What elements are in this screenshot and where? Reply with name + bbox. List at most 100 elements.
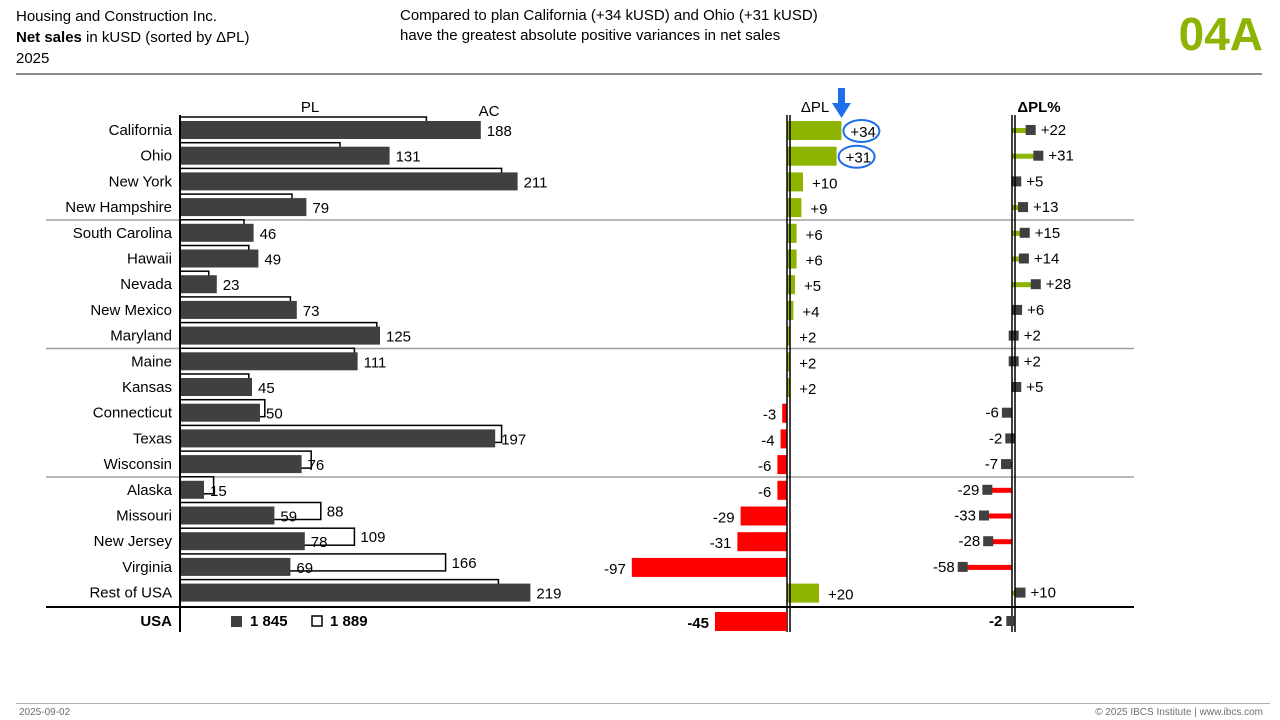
category-label: California — [109, 122, 173, 139]
pct-marker — [1025, 125, 1036, 135]
actual-value-label: 15 — [210, 483, 227, 500]
measure-line: Net sales in kUSD (sorted by ΔPL) — [16, 27, 249, 48]
pct-marker — [1015, 587, 1026, 598]
pct-marker — [983, 536, 994, 547]
pct-marker — [1008, 356, 1019, 367]
pct-value-label: +5 — [1026, 173, 1043, 190]
actual-value-label: 50 — [266, 406, 283, 423]
delta-bar — [777, 455, 787, 475]
chart-message: Compared to plan California (+34 kUSD) a… — [400, 6, 818, 46]
delta-bar — [780, 429, 787, 449]
column-header-dpl: ΔPL — [801, 99, 829, 116]
delta-value-label: -6 — [758, 484, 771, 501]
actual-bar — [180, 429, 496, 448]
actual-value-label: 219 — [536, 586, 561, 603]
pct-value-label: +31 — [1048, 148, 1073, 165]
measure-unit: in kUSD (sorted by ΔPL) — [81, 29, 250, 46]
delta-value-label: +6 — [806, 253, 823, 270]
category-label: New Hampshire — [65, 199, 172, 216]
pct-marker — [1012, 304, 1023, 315]
delta-bar — [787, 378, 791, 397]
footer-rule — [16, 703, 1270, 704]
highlight-arrow-head — [832, 103, 851, 118]
actual-bar — [180, 403, 260, 422]
category-label: New Jersey — [94, 533, 173, 550]
actual-value-label: 131 — [396, 149, 421, 166]
pct-value-label: -6 — [986, 405, 999, 422]
pct-marker — [1001, 407, 1012, 418]
actual-bar — [180, 557, 291, 576]
actual-value-label: 69 — [296, 560, 313, 577]
actual-value-label: 49 — [264, 252, 281, 269]
pct-pin — [1012, 153, 1039, 159]
pct-pin — [1012, 205, 1024, 211]
actual-bar — [180, 146, 390, 165]
actual-value-label: 125 — [386, 329, 411, 346]
delta-bar — [787, 352, 791, 372]
delta-value-label: +5 — [804, 278, 821, 295]
actual-bar — [180, 378, 252, 396]
pct-value-label: -28 — [959, 533, 981, 550]
actual-value-label: 111 — [364, 354, 387, 371]
actual-bar — [180, 300, 297, 319]
actual-bar — [180, 249, 259, 268]
pct-value-label: +14 — [1034, 251, 1059, 268]
delta-value-label: +31 — [846, 150, 871, 167]
actual-bar — [180, 198, 307, 217]
delta-value-label: +4 — [802, 304, 819, 321]
pct-pin — [962, 564, 1012, 570]
category-label: Alaska — [127, 482, 173, 499]
delta-bar — [787, 121, 842, 140]
plan-value-label: 88 — [327, 504, 344, 521]
pct-marker — [1018, 253, 1029, 264]
delta-value-label: +20 — [828, 587, 853, 604]
actual-value-label: 59 — [280, 509, 297, 526]
delta-value-label: -31 — [710, 535, 732, 552]
variance-chart: PL AC ΔPL ΔPL% California 188 +34 +22 Ohio 131 +31… — [46, 88, 1134, 632]
actual-value-label: 76 — [308, 457, 325, 474]
actual-value-label: 197 — [501, 431, 526, 448]
delta-bar — [787, 326, 791, 346]
pct-value-label: +2 — [1024, 353, 1041, 370]
pct-value-label: +22 — [1041, 122, 1066, 139]
pct-value-label: +6 — [1027, 302, 1044, 319]
footer-date: 2025-09-02 — [19, 707, 71, 718]
delta-bar — [737, 532, 787, 552]
delta-value-label: -4 — [761, 432, 774, 449]
pct-marker — [982, 484, 993, 495]
category-label: Connecticut — [93, 405, 173, 422]
delta-bar — [787, 146, 837, 166]
delta-value-label: -6 — [758, 458, 771, 475]
actual-bar — [180, 172, 518, 191]
delta-bar — [777, 480, 787, 500]
actual-bar — [180, 352, 358, 371]
pct-pin — [1012, 128, 1031, 133]
category-label: Missouri — [116, 508, 172, 525]
page-id: 04A — [1178, 8, 1263, 60]
actual-value-label: 211 — [524, 174, 548, 191]
column-header-pl: PL — [301, 99, 319, 116]
delta-bar — [787, 275, 795, 295]
delta-bar — [782, 403, 787, 423]
total-pct-marker — [1006, 616, 1015, 626]
actual-bar — [180, 506, 275, 525]
actual-bar — [180, 223, 254, 242]
actual-value-label: 45 — [258, 380, 275, 397]
delta-value-label: +9 — [810, 201, 827, 218]
actual-value-label: 23 — [223, 277, 240, 294]
column-header-dpl-pct: ΔPL% — [1017, 99, 1060, 116]
highlight-arrow-shaft — [838, 88, 845, 103]
actual-value-label: 78 — [311, 534, 328, 551]
category-label: Kansas — [122, 379, 172, 396]
company-name: Housing and Construction Inc. — [16, 8, 217, 25]
pct-value-label: +10 — [1031, 585, 1056, 602]
pct-marker — [1030, 279, 1041, 290]
pct-marker — [1008, 330, 1019, 341]
column-header-ac: AC — [479, 103, 500, 120]
delta-bar — [740, 506, 787, 526]
delta-value-label: -97 — [604, 561, 626, 578]
category-label: Ohio — [140, 148, 172, 165]
footer-copyright: © 2025 IBCS Institute | www.ibcs.com — [1095, 707, 1263, 718]
category-label: Nevada — [120, 276, 172, 293]
actual-bar — [180, 275, 217, 294]
